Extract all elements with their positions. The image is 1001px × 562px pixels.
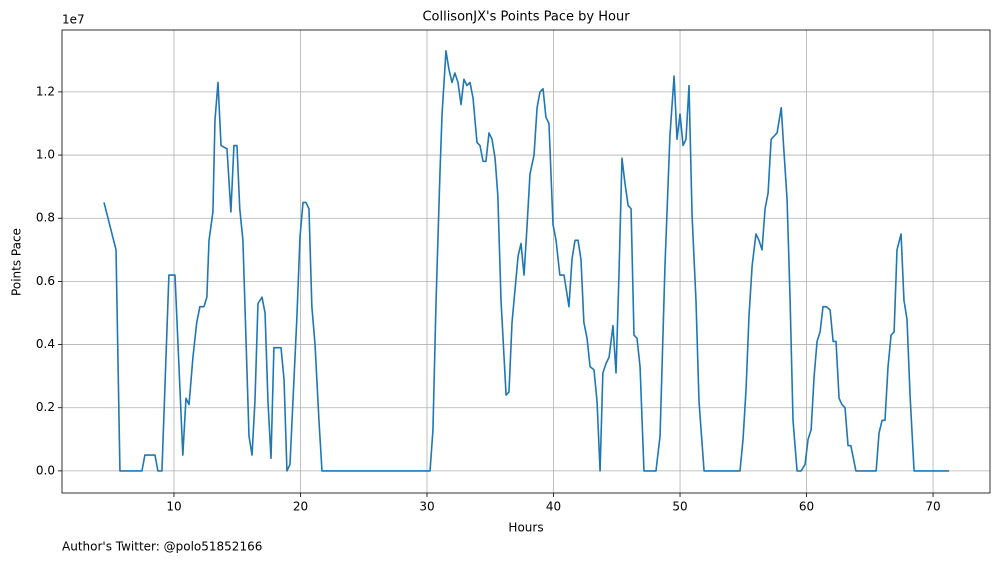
x-tick-label: 60 — [799, 500, 814, 514]
x-axis-label: Hours — [508, 521, 543, 535]
offset-label: 1e7 — [62, 13, 85, 27]
y-tick-label: 0.8 — [36, 211, 55, 225]
y-axis-label: Points Pace — [10, 228, 24, 296]
data-line — [103, 50, 950, 472]
y-tick-label: 1.2 — [36, 84, 55, 98]
x-tick-label: 50 — [672, 500, 687, 514]
x-tick-label: 20 — [293, 500, 308, 514]
x-tick-label: 70 — [925, 500, 940, 514]
y-tick-label: 0.2 — [36, 400, 55, 414]
chart-title: CollisonJX's Points Pace by Hour — [422, 10, 630, 25]
footer: Author's Twitter: @polo51852166 — [62, 540, 262, 554]
y-tick-label: 0.4 — [36, 337, 55, 351]
x-tick-label: 10 — [166, 500, 181, 514]
x-tick-label: 40 — [546, 500, 561, 514]
x-tick-label: 30 — [419, 500, 434, 514]
y-tick-label: 0.6 — [36, 274, 55, 288]
y-tick-label: 0.0 — [36, 463, 55, 477]
y-tick-label: 1.0 — [36, 148, 55, 162]
plot-frame — [61, 29, 991, 494]
